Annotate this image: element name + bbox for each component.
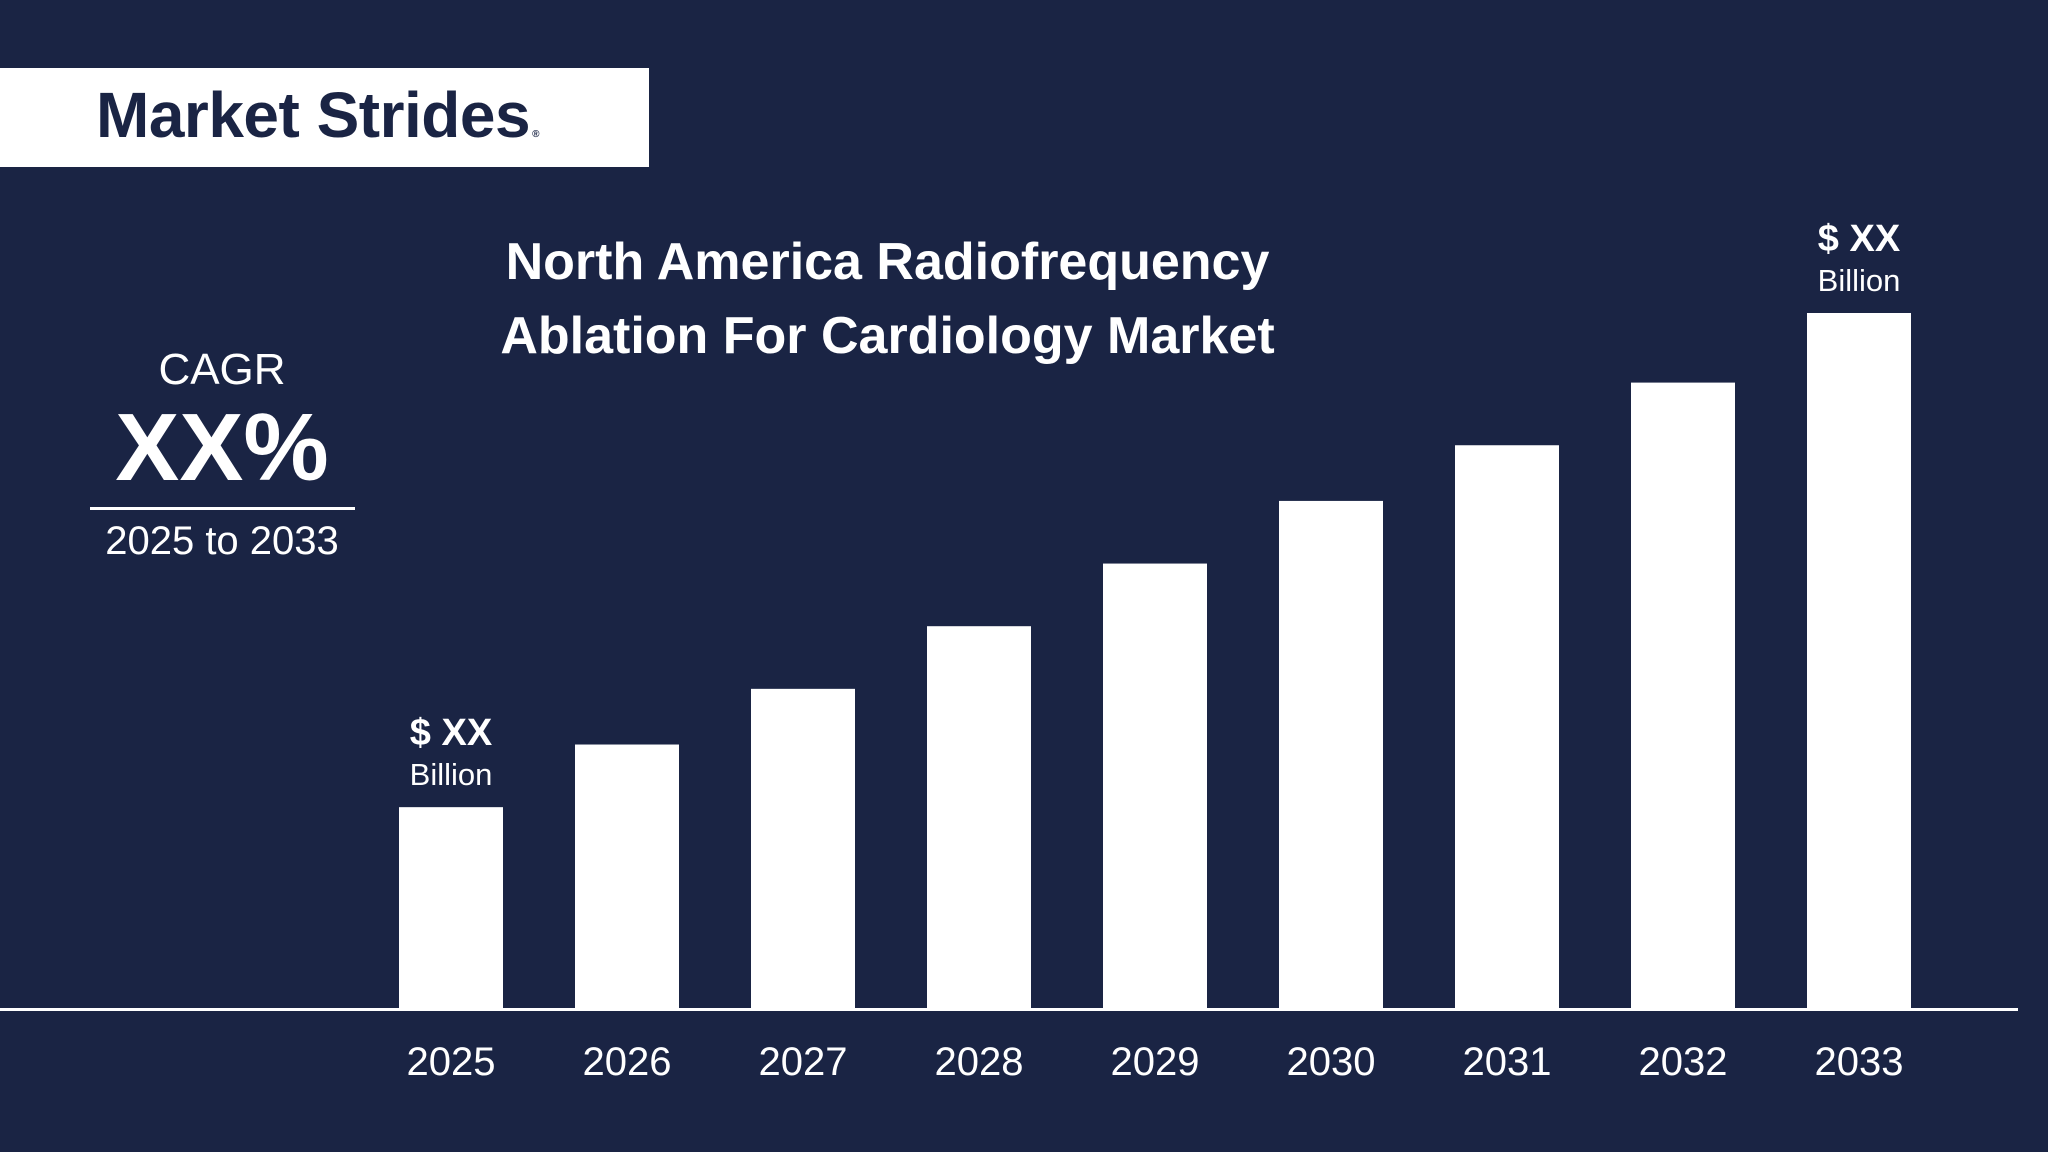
cagr-divider bbox=[89, 507, 355, 510]
bar-2032 bbox=[1631, 382, 1735, 1010]
bar-2025 bbox=[399, 807, 503, 1009]
x-tick-label-2029: 2029 bbox=[1111, 1040, 1200, 1084]
chart-title-line-1: North America Radiofrequency bbox=[505, 233, 1270, 291]
chart-title-line-2: Ablation For Cardiology Market bbox=[500, 307, 1275, 365]
x-tick-label-2025: 2025 bbox=[407, 1040, 496, 1084]
brand-name: Market Strides ® bbox=[96, 79, 539, 151]
data-label-value-2033: $ XX bbox=[1818, 218, 1901, 260]
data-label-unit-2025: Billion bbox=[410, 757, 493, 792]
brand-logo: Market Strides ® bbox=[0, 68, 649, 167]
chart-title: North America Radiofrequency Ablation Fo… bbox=[440, 225, 1335, 373]
x-tick-label-2032: 2032 bbox=[1639, 1040, 1728, 1084]
x-tick-label-2028: 2028 bbox=[935, 1040, 1024, 1084]
x-tick-label-2033: 2033 bbox=[1815, 1040, 1904, 1084]
bar-2033 bbox=[1807, 313, 1911, 1009]
bar-2026 bbox=[575, 744, 679, 1009]
registered-mark: ® bbox=[532, 129, 539, 140]
bar-2027 bbox=[751, 688, 855, 1009]
x-tick-label-2027: 2027 bbox=[759, 1040, 848, 1084]
cagr-value: XX% bbox=[115, 394, 329, 501]
bar-2030 bbox=[1279, 500, 1383, 1009]
bar-2031 bbox=[1455, 445, 1559, 1009]
x-tick-label-2031: 2031 bbox=[1463, 1040, 1552, 1084]
bar-2028 bbox=[927, 626, 1031, 1009]
x-tick-label-2030: 2030 bbox=[1287, 1040, 1376, 1084]
cagr-range: 2025 to 2033 bbox=[105, 519, 339, 563]
x-tick-label-2026: 2026 bbox=[583, 1040, 672, 1084]
data-label-unit-2033: Billion bbox=[1818, 263, 1901, 298]
data-label-value-2025: $ XX bbox=[410, 712, 493, 754]
bar-2029 bbox=[1103, 563, 1207, 1009]
cagr-panel: CAGR XX% 2025 to 2033 bbox=[72, 345, 372, 564]
cagr-label: CAGR bbox=[158, 345, 286, 394]
